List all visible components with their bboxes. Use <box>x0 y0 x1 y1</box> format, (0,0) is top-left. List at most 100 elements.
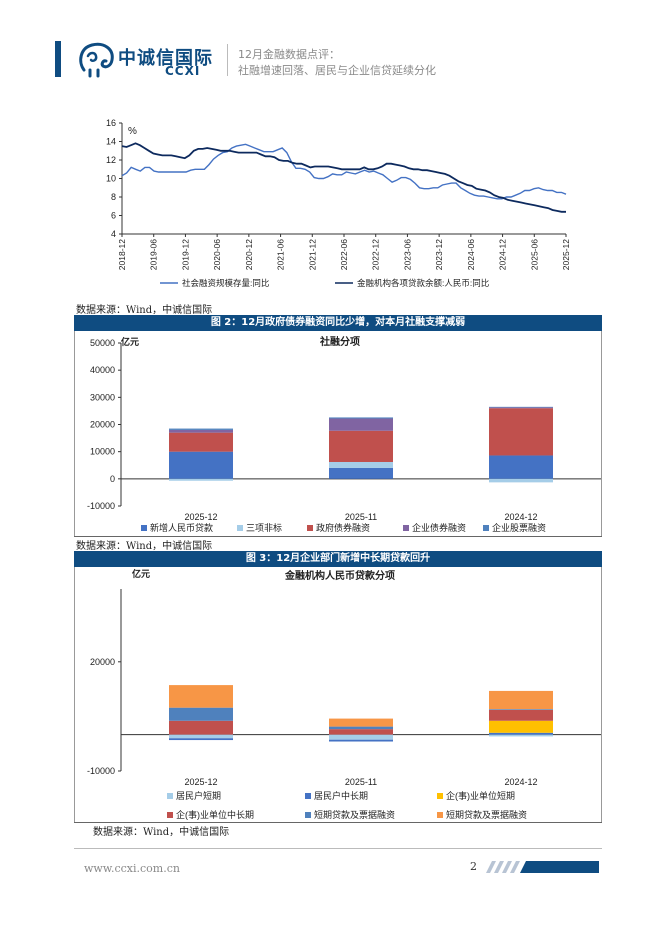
logo-en-text: CCXI <box>165 64 201 78</box>
figure2-legend-swatch <box>141 525 147 531</box>
header-divider <box>227 44 228 76</box>
figure3-bar-segment <box>489 709 553 721</box>
figure3-legend-label: 短期贷款及票据融资 <box>314 809 395 820</box>
figure3-bar-segment <box>329 739 393 742</box>
figure2-category-label: 2024-12 <box>504 512 537 522</box>
figure2-bar-segment <box>169 429 233 433</box>
loan-balance-yoy-line <box>121 142 566 213</box>
figure3-bar-chart: 亿元 金融机构人民币贷款分项 -10000 20000 2025-12 2025-11… <box>87 568 601 820</box>
figure1-x-tick-label: 2022-06 <box>339 239 349 270</box>
figure3-category-label: 2024-12 <box>504 777 537 787</box>
figure1-x-tick-label: 2019-12 <box>180 239 190 270</box>
figure3-bar-segment <box>329 734 393 740</box>
figure2-category-label: 2025-12 <box>184 512 217 522</box>
figure2-bar-segment <box>169 432 233 452</box>
figure1-x-tick-label: 2021-06 <box>276 239 286 270</box>
figure3-bar-segment <box>489 709 553 710</box>
figure2-chart-title: 社融分项 <box>319 335 360 348</box>
figure1-y-tick-label: 8 <box>111 192 116 202</box>
legend-label-social: 社会融资规模存量:同比 <box>182 278 269 288</box>
figure3-bottom-rule <box>74 822 602 823</box>
figure3-bar-segment <box>169 738 233 741</box>
figure2-legend-label: 新增人民币贷款 <box>150 522 213 533</box>
figure3-legend-label: 企(事)业单位短期 <box>446 790 515 801</box>
figure2-bar-segment <box>489 455 553 479</box>
figure3-chart-title: 金融机构人民币贷款分项 <box>284 569 395 582</box>
figure3-legend-swatch <box>437 812 443 818</box>
figure2-legend-label: 政府债券融资 <box>316 522 370 533</box>
figure3-legend-label: 居民户短期 <box>176 790 221 801</box>
figure3-legend-label: 居民户中长期 <box>314 790 368 801</box>
figure1-x-tick-label: 2019-06 <box>149 239 159 270</box>
figure2-frame-left <box>74 331 75 537</box>
figure1-x-tick-label: 2021-12 <box>307 239 317 270</box>
figure2-bar-segment <box>169 428 233 430</box>
figure2-bar-segment <box>329 417 393 419</box>
header-accent-bar <box>55 41 61 77</box>
figure2-y-tick-label: -10000 <box>87 501 115 511</box>
figure1-x-tick-label: 2023-12 <box>434 239 444 270</box>
figure2-bottom-rule <box>74 536 602 537</box>
footer-website[interactable]: www.ccxi.com.cn <box>84 862 180 875</box>
report-title: 12月金融数据点评： <box>238 48 340 61</box>
figure2-legend-swatch <box>403 525 409 531</box>
page-number: 2 <box>470 860 477 873</box>
figure2-bar-segment <box>169 451 233 479</box>
figure1-source: 数据来源：Wind，中诚信国际 <box>76 305 213 316</box>
figure2-bar-segment <box>489 408 553 456</box>
figure3-source: 数据来源：Wind，中诚信国际 <box>93 827 230 838</box>
figure2-bar-segment <box>489 478 553 483</box>
figure3-bar-segment <box>329 718 393 727</box>
report-subtitle: 社融增速回落、居民与企业信贷延续分化 <box>238 64 436 77</box>
figure3-bar-segment <box>489 734 553 737</box>
figure3-y-tick-label: -10000 <box>87 766 115 776</box>
figure3-category-label: 2025-12 <box>184 777 217 787</box>
figure3-frame-left <box>74 567 75 823</box>
figure2-y-tick-label: 40000 <box>90 365 115 375</box>
figure3-y-tick-label: 20000 <box>90 657 115 667</box>
figure3-bar-segment <box>329 729 393 735</box>
figure2-bar-segment <box>329 467 393 479</box>
logo-cn-text: 中诚信国际 <box>118 48 213 69</box>
figure1-y-tick-label: 16 <box>106 118 116 128</box>
figure3-legend-swatch <box>305 793 311 799</box>
figure3-bar-segment <box>329 726 393 730</box>
figure1-x-tick-label: 2024-12 <box>498 239 508 270</box>
figure2-bar-segment <box>329 430 393 462</box>
figure2-bar-segment <box>489 407 553 409</box>
figure2-bar-segment <box>329 418 393 431</box>
figure2-y-tick-label: 10000 <box>90 447 115 457</box>
figure2-legend-swatch <box>237 525 243 531</box>
figure1-y-tick-label: 12 <box>106 155 116 165</box>
figure2-bar-segment <box>489 406 553 408</box>
figure3-unit: 亿元 <box>132 568 150 579</box>
figure3-legend-swatch <box>305 812 311 818</box>
figure1-x-tick-label: 2020-06 <box>212 239 222 270</box>
figure3-bar-segment <box>489 732 553 735</box>
figure3-bar-segment <box>169 707 233 721</box>
figure3-legend-label: 企(事)业单位中长期 <box>176 809 254 820</box>
figure2-legend-label: 企业股票融资 <box>492 522 546 533</box>
figure3-bar-segment <box>489 690 553 710</box>
figure1-x-tick-label: 2018-12 <box>117 239 127 270</box>
elephant-logo-icon <box>79 42 114 78</box>
figure2-unit: 亿元 <box>121 336 139 347</box>
figure1-y-tick-label: 6 <box>111 211 116 221</box>
figure3-caption: 图 3：12月企业部门新增中长期贷款回升 <box>74 551 602 567</box>
figure1-y-tick-label: 14 <box>106 137 116 147</box>
figure3-legend-swatch <box>167 793 173 799</box>
figure1-x-tick-label: 2025-12 <box>561 239 571 270</box>
figure1-x-tick-label: 2024-06 <box>466 239 476 270</box>
figure2-legend-label: 三项非标 <box>246 522 282 533</box>
figure1-y-tick-label: 10 <box>106 174 116 184</box>
social-financing-yoy-line <box>121 143 567 200</box>
figure2-y-tick-label: 50000 <box>90 338 115 348</box>
figure1-y-tick-label: 4 <box>111 229 116 239</box>
figure1-x-tick-label: 2023-06 <box>402 239 412 270</box>
figure3-category-label: 2025-11 <box>345 777 377 787</box>
figure2-y-tick-label: 0 <box>110 474 115 484</box>
figure1-x-tick-label: 2022-12 <box>371 239 381 270</box>
header: 中诚信国际 CCXI 12月金融数据点评： 社融增速回落、居民与企业信贷延续分化 <box>0 0 662 90</box>
figure1-x-tick-label: 2020-12 <box>244 239 254 270</box>
figure3-frame-right <box>601 567 602 823</box>
